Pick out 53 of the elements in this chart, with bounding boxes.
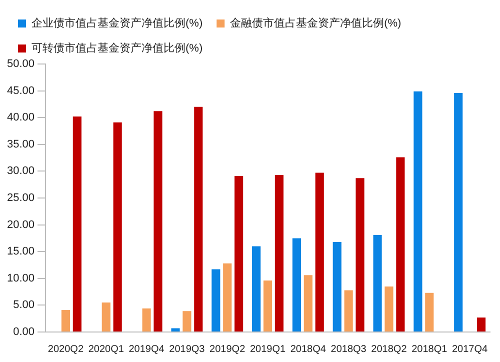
bar bbox=[476, 318, 486, 332]
x-tick-label: 2018Q1 bbox=[412, 344, 448, 355]
y-tick-label: 20.00 bbox=[6, 218, 35, 231]
bar bbox=[212, 269, 220, 332]
y-tick-label: 45.00 bbox=[6, 84, 35, 97]
y-tick-label: 35.00 bbox=[6, 138, 35, 150]
y-tick-label: 50.00 bbox=[6, 58, 35, 70]
bar bbox=[384, 286, 394, 332]
bar bbox=[102, 302, 110, 332]
x-tick-label: 2018Q3 bbox=[330, 344, 367, 355]
bar bbox=[454, 92, 463, 332]
x-tick-label: 2018Q4 bbox=[290, 344, 326, 355]
x-tick-label: 2019Q2 bbox=[210, 344, 246, 355]
bar bbox=[252, 246, 261, 332]
bar bbox=[113, 122, 122, 332]
y-tick-label: 40.00 bbox=[6, 112, 35, 124]
x-tick-label: 2019Q3 bbox=[169, 344, 206, 355]
bar bbox=[234, 176, 244, 332]
legend-label: 金融债市值占基金资产净值比例(%) bbox=[230, 16, 402, 30]
bar bbox=[182, 311, 192, 332]
bar bbox=[344, 290, 353, 332]
bar bbox=[425, 292, 434, 332]
y-tick-label: 25.00 bbox=[6, 192, 35, 204]
bar bbox=[142, 308, 151, 332]
legend-label: 企业债市值占基金资产净值比例(%) bbox=[32, 16, 203, 30]
bar bbox=[61, 310, 70, 332]
x-tick-label: 2019Q4 bbox=[128, 344, 165, 355]
bar bbox=[332, 242, 342, 332]
y-tick-label: 5.00 bbox=[13, 299, 35, 312]
bar bbox=[274, 174, 284, 332]
bar bbox=[304, 275, 312, 332]
x-tick-label: 2017Q4 bbox=[452, 344, 488, 355]
bar bbox=[154, 111, 162, 332]
bar bbox=[72, 116, 82, 332]
bar bbox=[396, 157, 405, 332]
bar bbox=[194, 106, 203, 332]
y-tick-label: 15.00 bbox=[6, 246, 35, 258]
bar bbox=[414, 91, 422, 332]
y-tick-label: 30.00 bbox=[6, 165, 35, 178]
bar bbox=[292, 238, 302, 332]
bar bbox=[356, 178, 364, 332]
bar bbox=[171, 328, 180, 332]
x-tick-label: 2020Q1 bbox=[88, 344, 124, 355]
bar bbox=[263, 280, 272, 332]
y-tick-label: 0.00 bbox=[13, 326, 35, 338]
bar bbox=[373, 234, 382, 332]
x-tick-label: 2020Q2 bbox=[48, 344, 84, 355]
y-tick-label: 10.00 bbox=[6, 272, 35, 284]
x-tick-label: 2018Q2 bbox=[371, 344, 408, 355]
bar bbox=[315, 172, 324, 332]
x-tick-label: 2019Q1 bbox=[250, 344, 286, 355]
legend-label: 可转债市值占基金资产净值比例(%) bbox=[32, 42, 203, 55]
bar bbox=[223, 263, 232, 332]
